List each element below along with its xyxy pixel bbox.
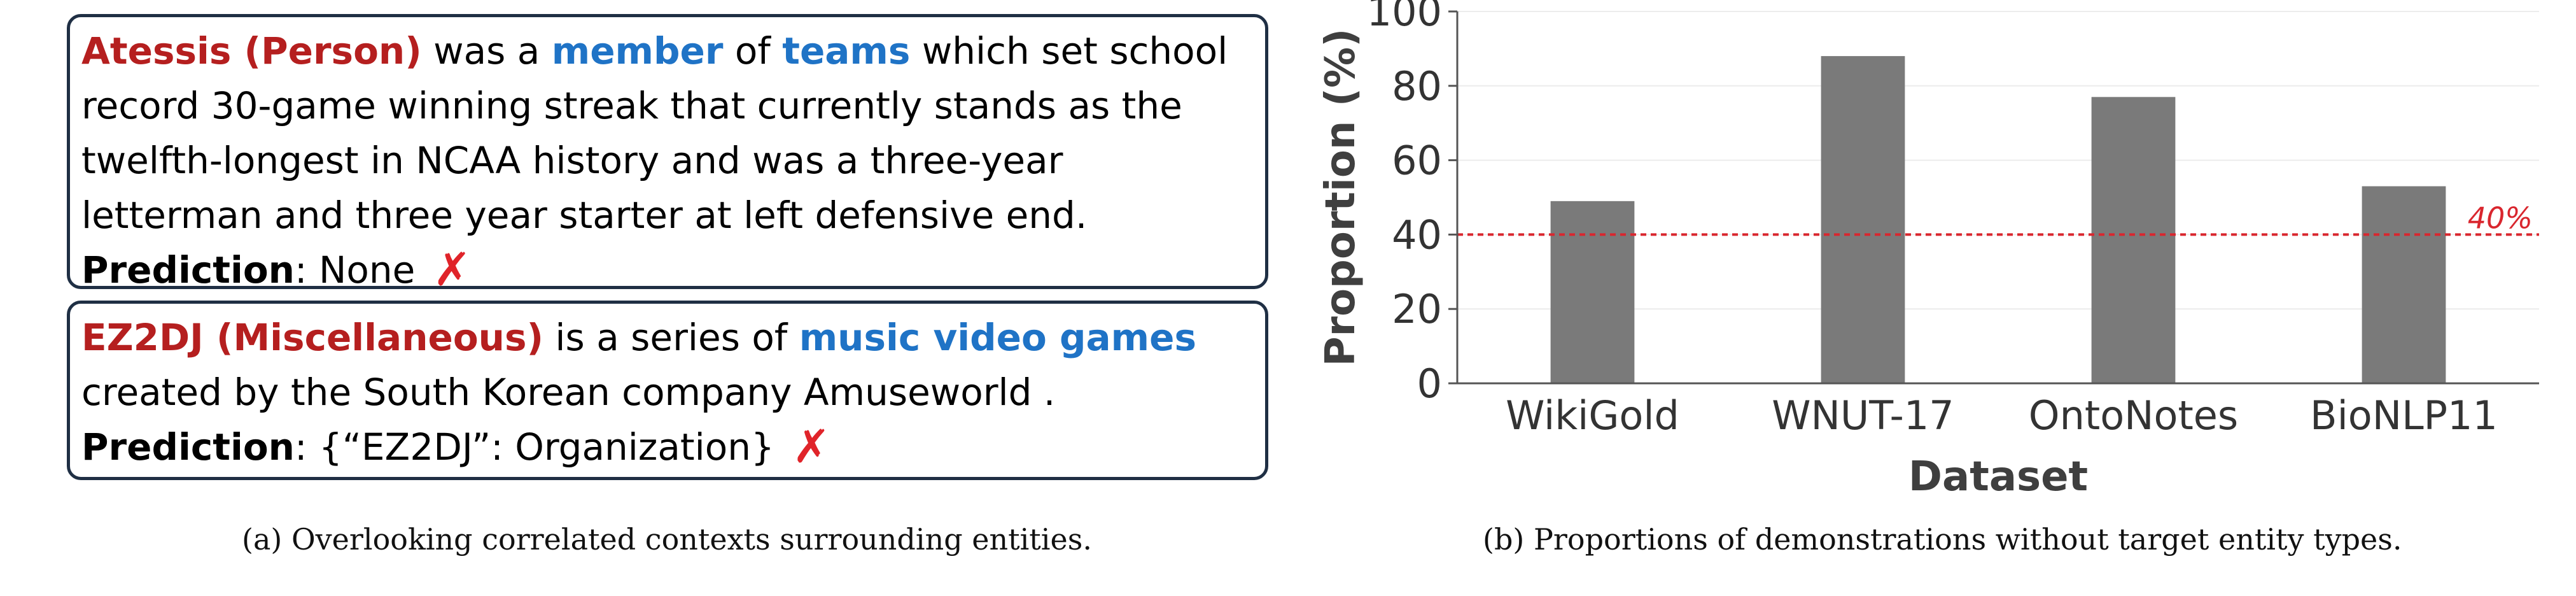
prediction-label: Prediction [81, 425, 295, 469]
bar [2091, 97, 2176, 383]
x-tick-label: BioNLP11 [2310, 392, 2498, 439]
x-tick-label: OntoNotes [2029, 392, 2238, 439]
prediction-value: : {“EZ2DJ”: Organization} [294, 425, 774, 469]
prediction-value: : None [294, 248, 416, 292]
entity-span: Atessis (Person) [81, 29, 422, 73]
x-axis-label: Dataset [1908, 453, 2088, 500]
text-span: created by the South Korean company Amus… [81, 371, 1056, 414]
text-span: was a [421, 29, 552, 73]
x-tick-label: WikiGold [1506, 392, 1679, 439]
bar [1821, 56, 1905, 383]
x-tick-label: WNUT-17 [1772, 392, 1954, 439]
bar [2362, 186, 2446, 383]
example-2-text: EZ2DJ (Miscellaneous) is a series of mus… [81, 310, 1252, 474]
example-box-1: Atessis (Person) was a member of teams w… [67, 14, 1268, 292]
bar-chart: WikiGold WNUT-17 OntoNotes BioNLP11 40% 0 20 40… [1317, 0, 2539, 500]
reference-line-label: 40% [2468, 201, 2533, 235]
caption-b: (b) Proportions of demonstrations withou… [1483, 522, 2402, 557]
relation-span: music video games [799, 316, 1196, 359]
relation-span: member [551, 29, 724, 73]
relation-span: teams [782, 29, 911, 73]
text-span: of [723, 29, 783, 73]
example-box-2: EZ2DJ (Miscellaneous) is a series of mus… [67, 301, 1268, 480]
panel-a: Atessis (Person) was a member of teams w… [0, 0, 1279, 596]
y-axis-label: Proportion (%) [1317, 29, 1364, 367]
y-tick-label: 80 [1392, 63, 1442, 110]
prediction-label: Prediction [81, 248, 295, 292]
text-span: is a series of [543, 316, 799, 359]
y-tick-label: 40 [1392, 211, 1442, 258]
cross-icon: ✗ [792, 420, 831, 473]
text-span: which set school record 30-game winning … [81, 29, 1228, 237]
cross-icon: ✗ [433, 243, 472, 296]
y-tick-label: 60 [1392, 138, 1442, 184]
y-tick-label: 100 [1367, 0, 1442, 35]
y-tick-label: 20 [1392, 286, 1442, 332]
entity-span: EZ2DJ (Miscellaneous) [81, 316, 543, 359]
caption-a: (a) Overlooking correlated contexts surr… [242, 522, 1092, 557]
bar [1550, 201, 1635, 383]
y-tick-label: 0 [1417, 360, 1442, 407]
example-1-text: Atessis (Person) was a member of teams w… [81, 24, 1252, 297]
